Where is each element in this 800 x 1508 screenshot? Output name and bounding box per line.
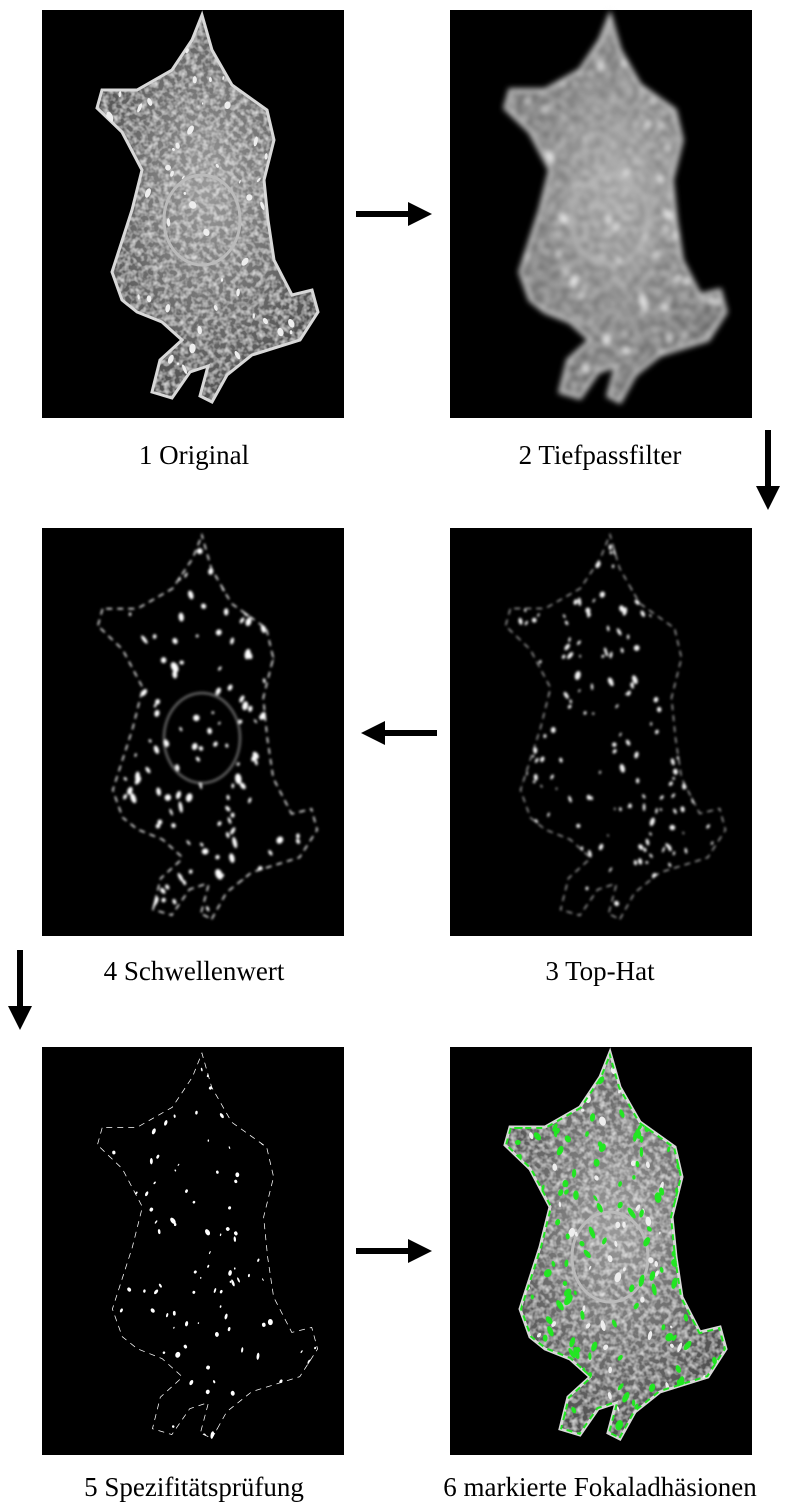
panel-label: 6 markierte Fokaladhäsionen: [443, 1472, 757, 1502]
panel-background: [42, 528, 344, 936]
spot: [150, 1158, 153, 1164]
panel-original: [42, 10, 344, 418]
panel-lowpass: [450, 10, 752, 418]
spot: [609, 544, 612, 550]
spot: [636, 778, 639, 783]
pipeline-diagram: 1 Original 2 Tiefpassfilter 3 Top-Hat 4 …: [0, 0, 800, 1508]
spot: [573, 1190, 579, 1200]
panel-label: 4 Schwellenwert: [104, 956, 285, 986]
panel-specificity: [42, 1047, 344, 1455]
panel-background: [450, 528, 752, 936]
panel-label: 3 Top-Hat: [545, 956, 655, 986]
panel-label: 1 Original: [139, 440, 249, 470]
panel-label: 5 Spezifitätsprüfung: [84, 1472, 304, 1502]
panel-marked: [450, 1047, 752, 1455]
panel-threshold: [42, 528, 344, 936]
panel-tophat: [450, 528, 752, 936]
spot: [606, 216, 611, 224]
panel-background: [42, 1047, 344, 1455]
panel-label: 2 Tiefpassfilter: [519, 440, 682, 470]
